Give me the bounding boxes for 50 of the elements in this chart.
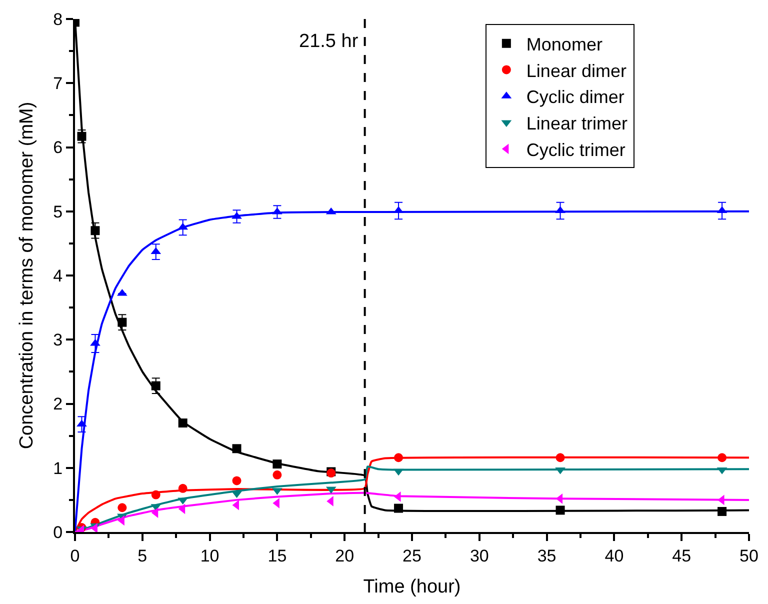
point: [178, 418, 188, 428]
x-tick-label: 5: [138, 546, 148, 566]
legend-label: Cyclic trimer: [526, 140, 626, 160]
x-tick-label: 25: [402, 546, 422, 566]
point: [151, 508, 158, 518]
x-axis-title: Time (hour): [363, 576, 461, 598]
x-tick-label: 10: [200, 546, 220, 566]
legend-label: Linear trimer: [526, 114, 628, 134]
y-tick-label: 6: [53, 138, 63, 158]
point: [556, 506, 565, 515]
x-tick-label: 30: [470, 546, 489, 566]
point: [394, 504, 404, 513]
point: [178, 484, 188, 493]
legend-label: Linear dimer: [526, 60, 626, 81]
point: [272, 460, 282, 469]
point: [90, 338, 100, 346]
x-tick-label: 35: [537, 546, 556, 566]
legend-label: Cyclic dimer: [526, 87, 624, 108]
y-tick-label: 5: [53, 202, 63, 222]
x-tick-label: 15: [268, 546, 287, 566]
x-tick-label: 40: [604, 546, 624, 566]
point: [90, 226, 100, 236]
legend-label: Monomer: [526, 34, 602, 54]
point: [118, 318, 127, 327]
y-tick-label: 7: [53, 74, 63, 94]
point: [718, 453, 727, 462]
x-tick-label: 45: [672, 546, 692, 566]
point: [232, 476, 242, 486]
y-tick-label: 4: [53, 266, 63, 286]
y-axis-title: Concentration in terms of monomer (mM): [16, 102, 38, 450]
x-tick-label: 50: [740, 546, 758, 566]
y-tick-label: 0: [53, 522, 63, 542]
ref-line-label: 21.5 hr: [299, 31, 359, 52]
point: [272, 470, 282, 480]
x-tick-label: 0: [70, 546, 80, 566]
point: [90, 522, 98, 532]
point: [118, 503, 127, 512]
x-tick-label: 20: [335, 546, 354, 566]
point: [394, 453, 404, 462]
point: [718, 506, 727, 516]
point: [232, 444, 242, 454]
point: [556, 453, 565, 462]
point: [76, 420, 87, 427]
point: [151, 381, 160, 390]
point: [232, 491, 242, 498]
y-tick-label: 8: [53, 10, 63, 29]
y-tick-label: 2: [53, 394, 63, 414]
y-tick-label: 3: [53, 330, 63, 350]
point: [151, 490, 160, 500]
y-tick-label: 1: [53, 458, 63, 478]
